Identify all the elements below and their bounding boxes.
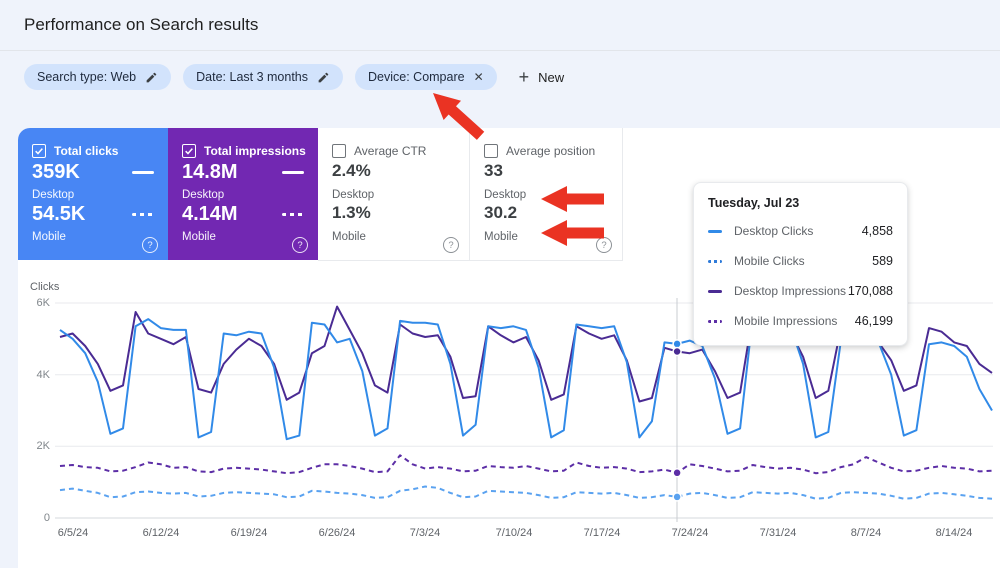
new-filter-button[interactable]: + New <box>518 67 565 87</box>
tooltip-row-desktop-clicks: Desktop Clicks 4,858 <box>708 216 893 246</box>
chip-label: Search type: Web <box>37 70 137 84</box>
checkbox-unchecked-icon[interactable] <box>484 144 498 158</box>
tooltip-label: Mobile Clicks <box>734 254 805 268</box>
dashed-line-legend-icon <box>132 213 154 216</box>
close-icon[interactable]: ✕ <box>473 70 484 84</box>
metric-card-average-position[interactable]: Average position 33 Desktop 30.2 Mobile … <box>470 128 623 261</box>
tooltip-row-mobile-clicks: Mobile Clicks 589 <box>708 246 893 276</box>
desktop-label: Desktop <box>182 189 225 201</box>
mobile-label: Mobile <box>32 231 66 243</box>
dotted-line-swatch-icon <box>708 319 722 323</box>
chart-hover-tooltip: Tuesday, Jul 23 Desktop Clicks 4,858 Mob… <box>693 182 908 346</box>
metric-card-average-ctr[interactable]: Average CTR 2.4% Desktop 1.3% Mobile ? <box>318 128 470 261</box>
chip-label: Device: Compare <box>368 70 465 84</box>
chip-label: Date: Last 3 months <box>196 70 309 84</box>
card-title: Average position <box>506 144 596 158</box>
desktop-value: 33 <box>484 161 503 180</box>
series-desktop-clicks <box>59 316 993 441</box>
tooltip-value: 4,858 <box>861 224 893 238</box>
x-tick: 7/10/24 <box>495 527 533 539</box>
series-mobile-clicks <box>59 485 993 500</box>
checkbox-checked-icon[interactable] <box>182 144 196 158</box>
help-icon[interactable]: ? <box>292 237 308 253</box>
filter-bar: Search type: Web Date: Last 3 months Dev… <box>24 64 564 90</box>
card-title: Total clicks <box>54 144 119 158</box>
mobile-value: 4.14M <box>182 203 238 225</box>
selected-point-mobile-clicks <box>672 492 682 502</box>
metric-card-total-clicks[interactable]: Total clicks 359K Desktop 54.5K Mobile ? <box>18 128 168 260</box>
x-tick: 7/31/24 <box>759 527 797 539</box>
mobile-value: 1.3% <box>332 203 371 222</box>
mobile-label: Mobile <box>332 231 366 243</box>
desktop-label: Desktop <box>32 189 75 201</box>
series-desktop-impressions <box>59 305 993 403</box>
y-tick: 2K <box>36 440 50 452</box>
tooltip-date: Tuesday, Jul 23 <box>708 196 800 210</box>
x-tick: 6/26/24 <box>318 527 356 539</box>
solid-line-legend-icon <box>132 171 154 174</box>
x-tick: 7/24/24 <box>671 527 709 539</box>
tooltip-label: Desktop Clicks <box>734 224 814 238</box>
x-tick: 8/14/24 <box>935 527 973 539</box>
filter-chip-search-type[interactable]: Search type: Web <box>24 64 172 90</box>
tooltip-row-desktop-impressions: Desktop Impressions 170,088 <box>708 276 893 306</box>
tooltip-label: Desktop Impressions <box>734 284 847 298</box>
filter-chip-date[interactable]: Date: Last 3 months <box>183 64 344 90</box>
page-title: Performance on Search results <box>24 15 259 34</box>
y-tick: 4K <box>36 369 50 381</box>
x-tick: 6/5/24 <box>57 527 89 539</box>
metric-card-total-impressions[interactable]: Total impressions 14.8M Desktop 4.14M Mo… <box>168 128 318 260</box>
mobile-value: 54.5K <box>32 203 86 225</box>
x-tick: 8/7/24 <box>850 527 882 539</box>
solid-line-swatch-icon <box>708 229 722 233</box>
checkbox-checked-icon[interactable] <box>32 144 46 158</box>
mobile-value: 30.2 <box>484 203 518 222</box>
selected-point-desktop-impressions <box>672 346 682 357</box>
performance-line-chart[interactable] <box>0 270 1000 568</box>
tooltip-label: Mobile Impressions <box>734 314 838 328</box>
header-divider <box>0 50 1000 51</box>
card-title: Total impressions <box>204 144 306 158</box>
desktop-value: 14.8M <box>182 161 238 183</box>
mobile-label: Mobile <box>182 231 216 243</box>
edit-icon[interactable] <box>317 71 330 84</box>
x-tick: 7/3/24 <box>409 527 441 539</box>
tooltip-value: 46,199 <box>854 314 893 328</box>
selected-point-desktop-clicks <box>672 339 682 349</box>
tooltip-value: 170,088 <box>847 284 893 298</box>
desktop-value: 2.4% <box>332 161 371 180</box>
desktop-label: Desktop <box>484 189 527 201</box>
x-tick: 7/17/24 <box>583 527 621 539</box>
help-icon[interactable]: ? <box>596 237 612 253</box>
series-mobile-impressions <box>59 454 993 475</box>
solid-line-swatch-icon <box>708 289 722 293</box>
new-filter-label: New <box>538 69 565 85</box>
plus-icon: + <box>518 67 530 87</box>
mobile-label: Mobile <box>484 231 518 243</box>
checkbox-unchecked-icon[interactable] <box>332 144 346 158</box>
card-title: Average CTR <box>354 144 427 158</box>
selected-point-mobile-impressions <box>672 468 682 478</box>
x-tick: 6/19/24 <box>230 527 268 539</box>
tooltip-row-mobile-impressions: Mobile Impressions 46,199 <box>708 306 893 336</box>
help-icon[interactable]: ? <box>443 237 459 253</box>
y-tick: 6K <box>36 297 50 309</box>
solid-line-legend-icon <box>282 171 304 174</box>
edit-icon[interactable] <box>145 71 158 84</box>
filter-chip-device-compare[interactable]: Device: Compare ✕ <box>355 64 497 90</box>
x-tick: 6/12/24 <box>142 527 180 539</box>
dashed-line-legend-icon <box>282 213 304 216</box>
desktop-label: Desktop <box>332 189 375 201</box>
tooltip-value: 589 <box>872 254 893 268</box>
y-tick: 0 <box>43 512 50 524</box>
y-axis-title: Clicks <box>30 281 60 293</box>
dotted-line-swatch-icon <box>708 259 722 263</box>
help-icon[interactable]: ? <box>142 237 158 253</box>
desktop-value: 359K <box>32 161 80 183</box>
